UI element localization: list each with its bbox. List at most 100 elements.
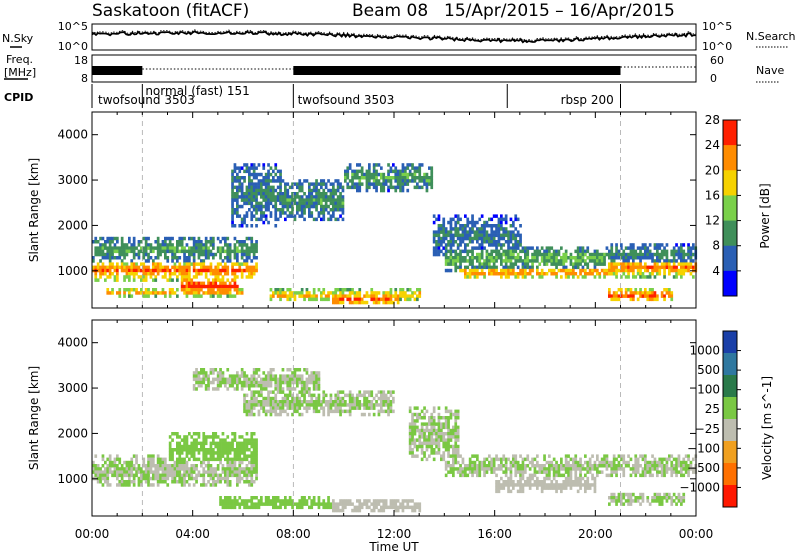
heatmap-cell	[550, 486, 554, 490]
heatmap-cell	[425, 179, 429, 183]
heatmap-cell	[437, 233, 441, 238]
heatmap-cell	[243, 393, 246, 398]
heatmap-cell	[632, 256, 635, 260]
heatmap-cell	[562, 464, 566, 468]
heatmap-cell	[380, 176, 383, 180]
heatmap-cell	[502, 483, 506, 487]
heatmap-cell	[382, 502, 386, 506]
heatmap-cell	[288, 502, 292, 506]
heatmap-cell	[221, 464, 225, 468]
heatmap-cell	[298, 214, 302, 218]
heatmap-cell	[418, 166, 422, 170]
heatmap-cell	[430, 412, 434, 417]
heatmap-cell	[310, 377, 314, 382]
heatmap-cell	[622, 265, 626, 270]
heatmap-cell	[490, 268, 494, 273]
heatmap-cell	[615, 275, 618, 279]
heatmap-cell	[372, 396, 376, 401]
heatmap-cell	[329, 188, 333, 193]
heatmap-cell	[608, 272, 611, 276]
heatmap-cell	[476, 464, 479, 468]
heatmap-cell	[372, 297, 376, 302]
heatmap-cell	[312, 201, 316, 206]
heatmap-cell	[452, 217, 455, 222]
heatmap-cell	[255, 256, 258, 260]
heatmap-cell	[156, 291, 160, 295]
heatmap-cell	[689, 259, 693, 263]
heatmap-cell	[672, 262, 676, 266]
heatmap-cell	[233, 268, 237, 273]
heatmap-cell	[593, 268, 597, 273]
heatmap-cell	[552, 470, 556, 474]
heatmap-cell	[207, 256, 210, 260]
heatmap-cell	[192, 384, 196, 388]
heatmap-cell	[476, 256, 479, 260]
heatmap-cell	[291, 377, 294, 382]
heatmap-cell	[209, 252, 213, 257]
heatmap-cell	[351, 396, 354, 401]
heatmap-cell	[365, 176, 369, 180]
heatmap-cell	[260, 214, 263, 218]
heatmap-cell	[488, 272, 491, 276]
heatmap-cell	[144, 470, 148, 474]
heatmap-cell	[336, 182, 340, 186]
heatmap-cell	[183, 291, 186, 295]
heatmap-cell	[300, 377, 304, 382]
heatmap-cell	[281, 396, 285, 401]
heatmap-cell	[269, 172, 273, 177]
heatmap-cell	[207, 467, 210, 471]
heatmap-cell	[101, 483, 105, 487]
heatmap-cell	[250, 188, 254, 193]
heatmap-cell	[132, 480, 136, 484]
heatmap-cell	[245, 211, 249, 215]
heatmap-cell	[147, 288, 150, 292]
heatmap-cell	[512, 256, 515, 260]
heatmap-cell	[279, 291, 282, 295]
heatmap-cell	[332, 508, 335, 513]
heatmap-cell	[262, 182, 266, 186]
heatmap-cell	[236, 185, 239, 190]
heatmap-cell	[176, 259, 179, 263]
heatmap-cell	[243, 243, 246, 247]
heatmap-cell	[185, 256, 189, 260]
heatmap-cell	[190, 473, 194, 478]
heatmap-cell	[437, 444, 441, 449]
heatmap-cell	[442, 224, 446, 228]
heatmap-cell	[250, 198, 254, 202]
heatmap-cell	[586, 272, 590, 276]
heatmap-cell	[216, 268, 220, 273]
heatmap-cell	[428, 419, 431, 423]
heatmap-cell	[502, 252, 506, 257]
heatmap-cell	[298, 294, 302, 298]
heatmap-cell	[94, 236, 98, 241]
heatmap-cell	[286, 403, 290, 407]
heatmap-cell	[562, 262, 566, 266]
heatmap-cell	[644, 291, 647, 295]
heatmap-cell	[576, 259, 580, 263]
heatmap-cell	[516, 470, 520, 474]
heatmap-cell	[346, 288, 350, 292]
heatmap-cell	[245, 198, 249, 202]
heatmap-cell	[252, 464, 256, 468]
heatmap-cell	[651, 265, 654, 270]
heatmap-cell	[320, 400, 323, 404]
heatmap-cell	[339, 409, 342, 414]
heatmap-cell	[202, 470, 206, 474]
heatmap-cell	[183, 464, 186, 468]
heatmap-cell	[281, 502, 285, 506]
heatmap-cell	[651, 294, 654, 298]
heatmap-cell	[377, 508, 381, 513]
heatmap-cell	[411, 412, 414, 417]
heatmap-cell	[250, 412, 254, 417]
heatmap-cell	[132, 476, 136, 481]
heatmap-cell	[329, 217, 333, 222]
heatmap-cell	[279, 182, 282, 186]
heatmap-cell	[312, 406, 316, 410]
heatmap-cell	[269, 412, 273, 417]
heatmap-cell	[627, 272, 630, 276]
heatmap-cell	[104, 256, 107, 260]
heatmap-cell	[248, 470, 251, 474]
heatmap-cell	[564, 275, 568, 279]
heatmap-cell	[214, 275, 218, 279]
heatmap-cell	[632, 265, 635, 270]
